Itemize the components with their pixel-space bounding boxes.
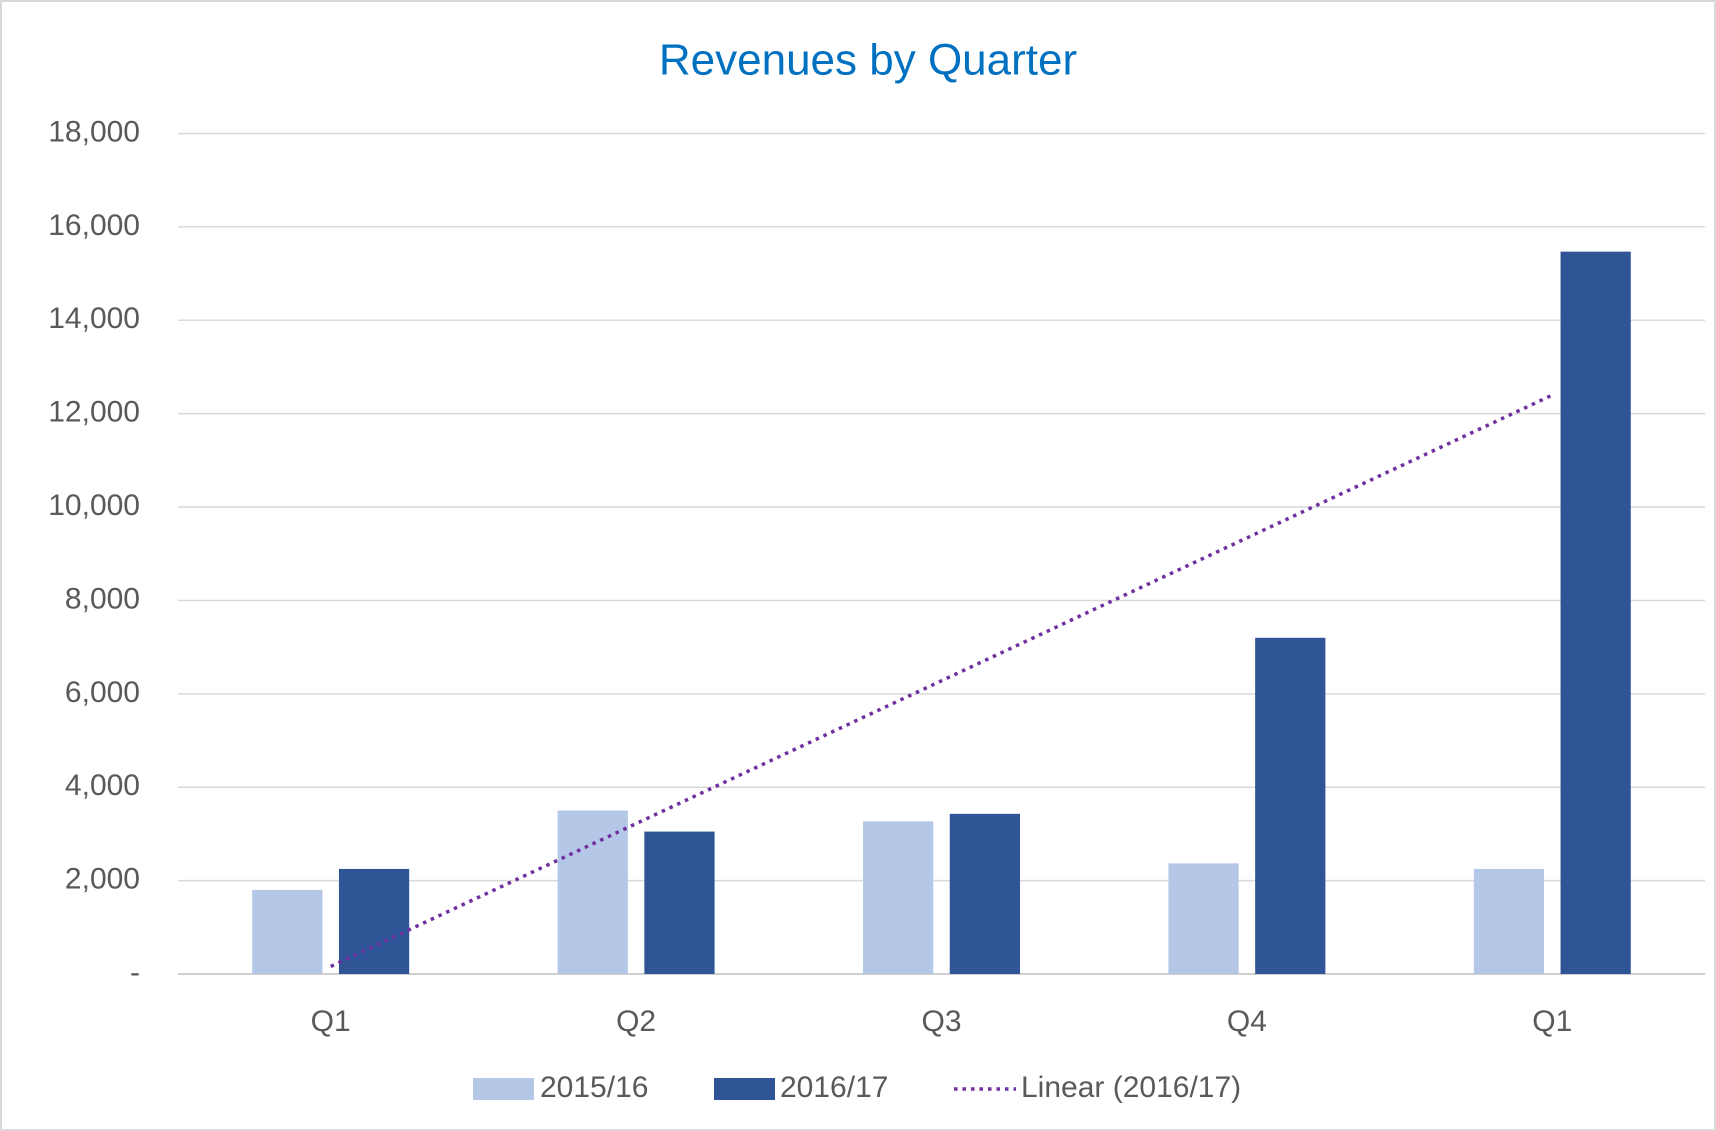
y-tick-label: 8,000	[65, 582, 140, 615]
legend-label: Linear (2016/17)	[1021, 1071, 1241, 1104]
bar	[338, 868, 410, 974]
y-tick-label: 4,000	[65, 769, 140, 802]
x-tick-label: Q2	[616, 1005, 656, 1038]
bar	[1255, 637, 1326, 974]
x-tick-label: Q4	[1227, 1005, 1267, 1038]
y-tick-label: 18,000	[48, 115, 140, 148]
bar	[1473, 868, 1545, 974]
bar	[863, 821, 934, 974]
bar	[252, 889, 323, 974]
trendline	[329, 393, 1554, 969]
y-tick-label: 16,000	[48, 209, 140, 242]
x-tick-label: Q3	[921, 1005, 961, 1038]
y-tick-label: 14,000	[48, 302, 140, 335]
legend-label: 2016/17	[780, 1071, 888, 1104]
y-tick-label: 6,000	[65, 676, 140, 709]
y-tick-label: -	[130, 956, 140, 989]
y-tick-label: 2,000	[65, 863, 140, 896]
chart-title: Revenues by Quarter	[659, 36, 1077, 85]
y-tick-label: 10,000	[48, 489, 140, 522]
x-tick-label: Q1	[311, 1005, 351, 1038]
legend-swatch	[473, 1078, 534, 1100]
y-tick-label: 12,000	[48, 396, 140, 429]
bar	[1560, 251, 1631, 974]
bar	[949, 813, 1020, 974]
bar	[1168, 863, 1239, 974]
bar	[557, 810, 628, 974]
bar	[644, 831, 715, 974]
x-tick-label: Q1	[1532, 1005, 1572, 1038]
legend-label: 2015/16	[540, 1071, 648, 1104]
legend-swatch	[714, 1078, 775, 1100]
